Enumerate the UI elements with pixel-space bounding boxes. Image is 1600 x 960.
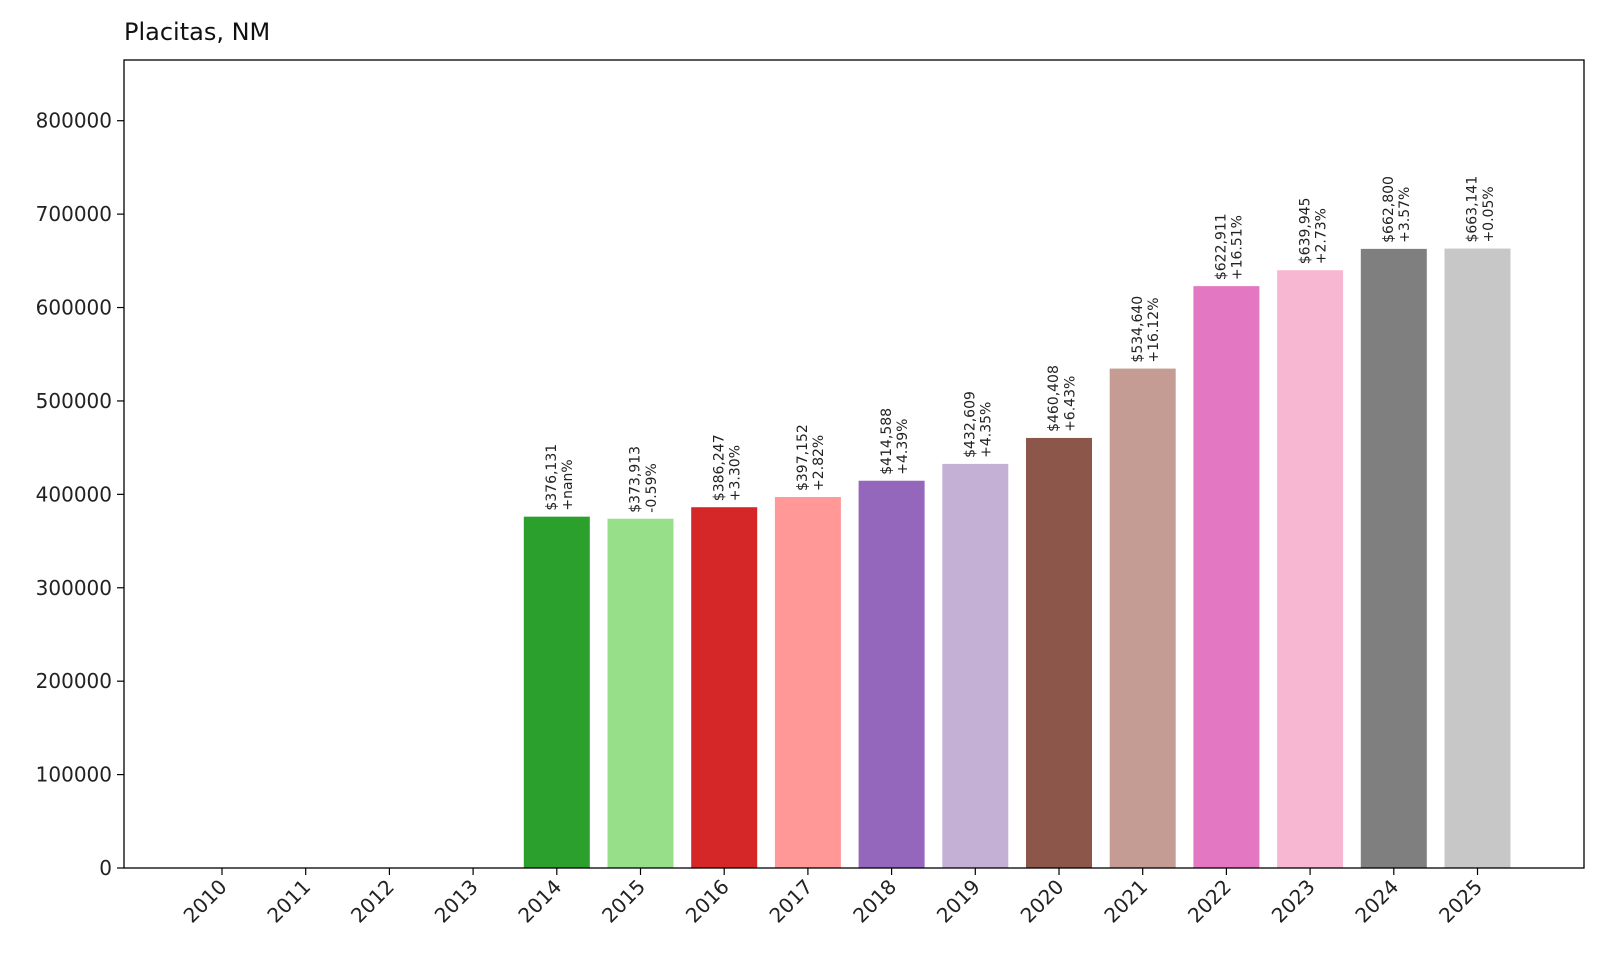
bar-annotation-2022: $622,911+16.51% — [1214, 213, 1246, 280]
bar-annotation-2018: $414,588+4.39% — [879, 408, 911, 475]
bar-2019 — [942, 463, 1009, 868]
bar-2014 — [523, 516, 590, 868]
y-tick-label: 700000 — [36, 202, 112, 226]
x-tick-label-2017: 2017 — [764, 875, 817, 928]
y-tick-label: 200000 — [36, 669, 112, 693]
bar-annotation-2016: $386,247+3.30% — [711, 434, 743, 501]
y-tick-label: 600000 — [36, 296, 112, 320]
bar-annotation-2015: $373,913-0.59% — [628, 446, 660, 513]
plot-frame — [123, 59, 1585, 869]
y-tick-label: 0 — [99, 856, 112, 880]
bar-annotation-2014: $376,131+nan% — [544, 444, 576, 511]
bar-2017 — [774, 497, 841, 868]
bars-layer — [523, 248, 1511, 868]
bar-labels-layer: $376,131+nan% $373,913-0.59% $386,247+3.30… — [544, 176, 1497, 513]
bar-2016 — [691, 507, 758, 868]
bar-annotation-2024: $662,800+3.57% — [1381, 176, 1413, 243]
y-tick-label: 500000 — [36, 389, 112, 413]
x-tick-label-2018: 2018 — [848, 875, 901, 928]
x-tick-label-2020: 2020 — [1016, 875, 1069, 928]
x-tick-label-2015: 2015 — [597, 875, 650, 928]
bar-annotation-2023: $639,945+2.73% — [1297, 197, 1329, 264]
y-tick-label: 800000 — [36, 109, 112, 133]
bar-annotation-2019: $432,609+4.35% — [963, 391, 995, 458]
bar-2024 — [1360, 248, 1427, 868]
y-tick-label: 400000 — [36, 482, 112, 506]
y-tick-label: 300000 — [36, 576, 112, 600]
y-tick-label: 100000 — [36, 763, 112, 787]
bar-2020 — [1026, 437, 1092, 868]
bar-2015 — [607, 518, 674, 868]
x-tick-label-2013: 2013 — [430, 875, 483, 928]
bar-annotation-2020: $460,408+6.43% — [1046, 365, 1078, 432]
bar-2018 — [858, 480, 925, 868]
bar-2022 — [1193, 286, 1260, 868]
bar-2021 — [1109, 368, 1176, 868]
y-axis: 0 100000 200000 300000 400000 500000 600000 700… — [36, 109, 124, 880]
x-tick-label-2011: 2011 — [262, 875, 315, 928]
bar-2025 — [1444, 248, 1511, 868]
x-tick-label-2010: 2010 — [179, 875, 232, 928]
chart-title: Placitas, NM — [124, 18, 271, 46]
bar-annotation-2021: $534,640+16.12% — [1130, 296, 1162, 363]
x-axis: 2010 2011 2012 2013 2014 2015 2016 2017 2018 2019… — [179, 868, 1487, 928]
x-tick-label-2024: 2024 — [1350, 875, 1403, 928]
x-tick-label-2014: 2014 — [513, 875, 566, 928]
bar-annotation-2017: $397,152+2.82% — [795, 424, 827, 491]
bar-annotation-2025: $663,141+0.05% — [1465, 176, 1497, 243]
x-tick-label-2019: 2019 — [932, 875, 985, 928]
bar-2023 — [1277, 270, 1344, 868]
x-tick-label-2016: 2016 — [681, 875, 734, 928]
x-tick-label-2025: 2025 — [1434, 875, 1487, 928]
x-tick-label-2023: 2023 — [1267, 875, 1320, 928]
x-tick-label-2021: 2021 — [1099, 875, 1152, 928]
x-tick-label-2022: 2022 — [1183, 875, 1236, 928]
x-tick-label-2012: 2012 — [346, 875, 399, 928]
